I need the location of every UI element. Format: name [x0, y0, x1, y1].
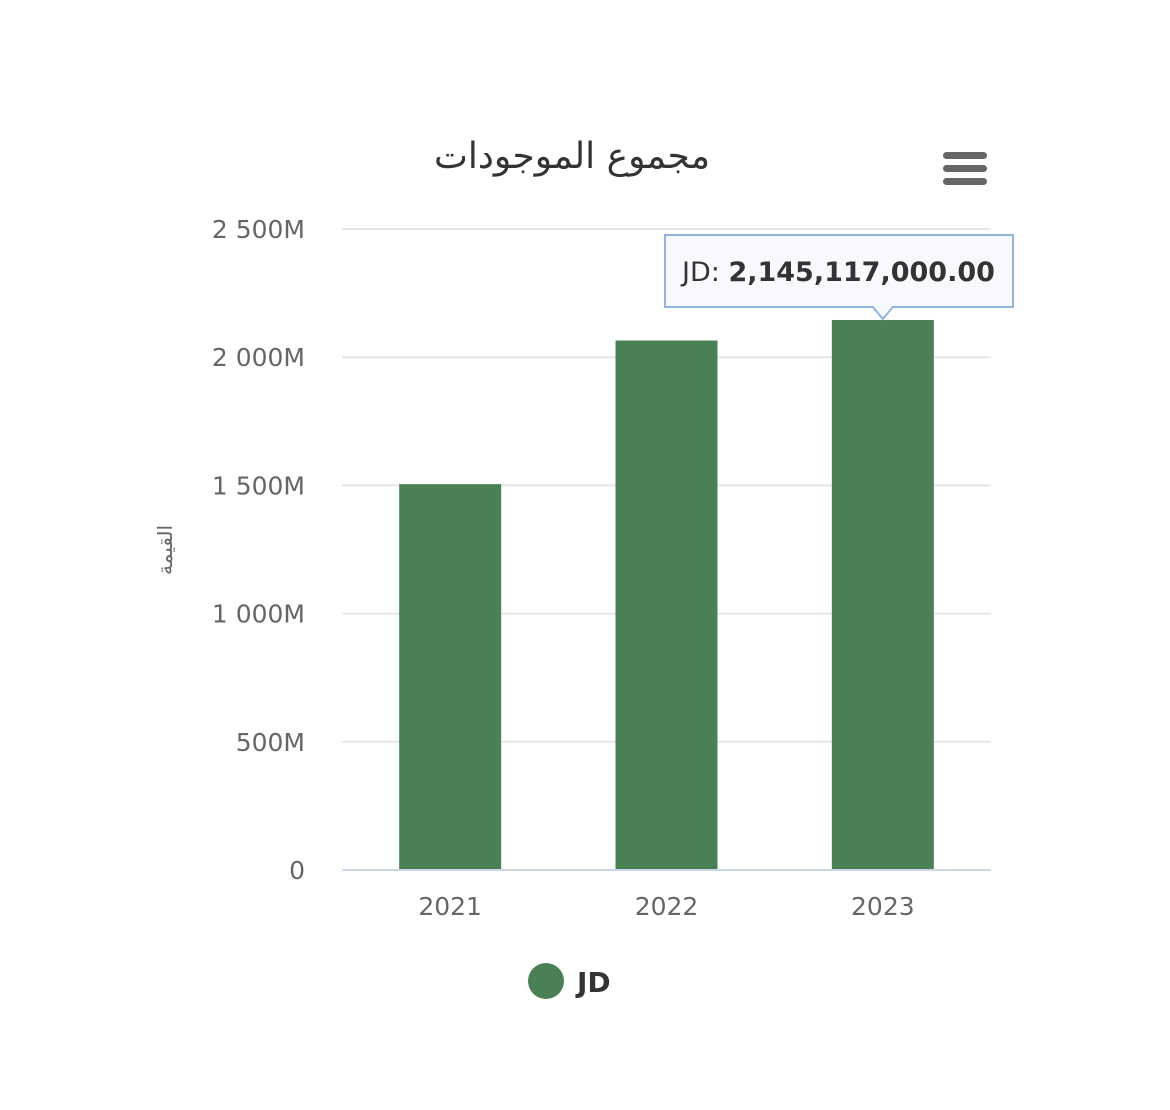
bar-series	[399, 319, 934, 870]
y-tick-label: 2 000M	[212, 343, 305, 372]
x-axis-ticks: 2021 2022 2023	[418, 892, 914, 921]
y-axis-title: القيمة	[153, 525, 177, 575]
tooltip-text: JD: 2,145,117,000.00	[680, 257, 995, 288]
tooltip-box	[664, 233, 1014, 321]
y-tick-label: 1 000M	[212, 600, 305, 629]
x-tick-label: 2022	[635, 892, 699, 921]
legend[interactable]: JD	[528, 963, 611, 999]
bar-2021[interactable]	[399, 484, 502, 870]
y-tick-label: 500M	[236, 728, 305, 757]
x-tick-label: 2021	[418, 892, 482, 921]
tooltip-value: 2,145,117,000.00	[728, 257, 994, 288]
y-tick-label: 1 500M	[212, 471, 305, 500]
y-tick-label: 0	[289, 856, 305, 885]
chart-title: مجموع الموجودات	[434, 136, 710, 177]
bar-2023[interactable]	[831, 319, 934, 870]
tooltip-series-label: JD:	[680, 257, 728, 288]
hamburger-menu-icon[interactable]	[943, 152, 987, 185]
legend-symbol	[528, 963, 564, 999]
bar-2022[interactable]	[615, 340, 718, 870]
legend-label: JD	[575, 966, 611, 999]
tooltip: JD: 2,145,117,000.00	[664, 233, 1014, 321]
y-axis-ticks: 0 500M 1 000M 1 500M 2 000M 2 500M	[212, 215, 305, 885]
y-tick-label: 2 500M	[212, 215, 305, 244]
x-tick-label: 2023	[851, 892, 915, 921]
